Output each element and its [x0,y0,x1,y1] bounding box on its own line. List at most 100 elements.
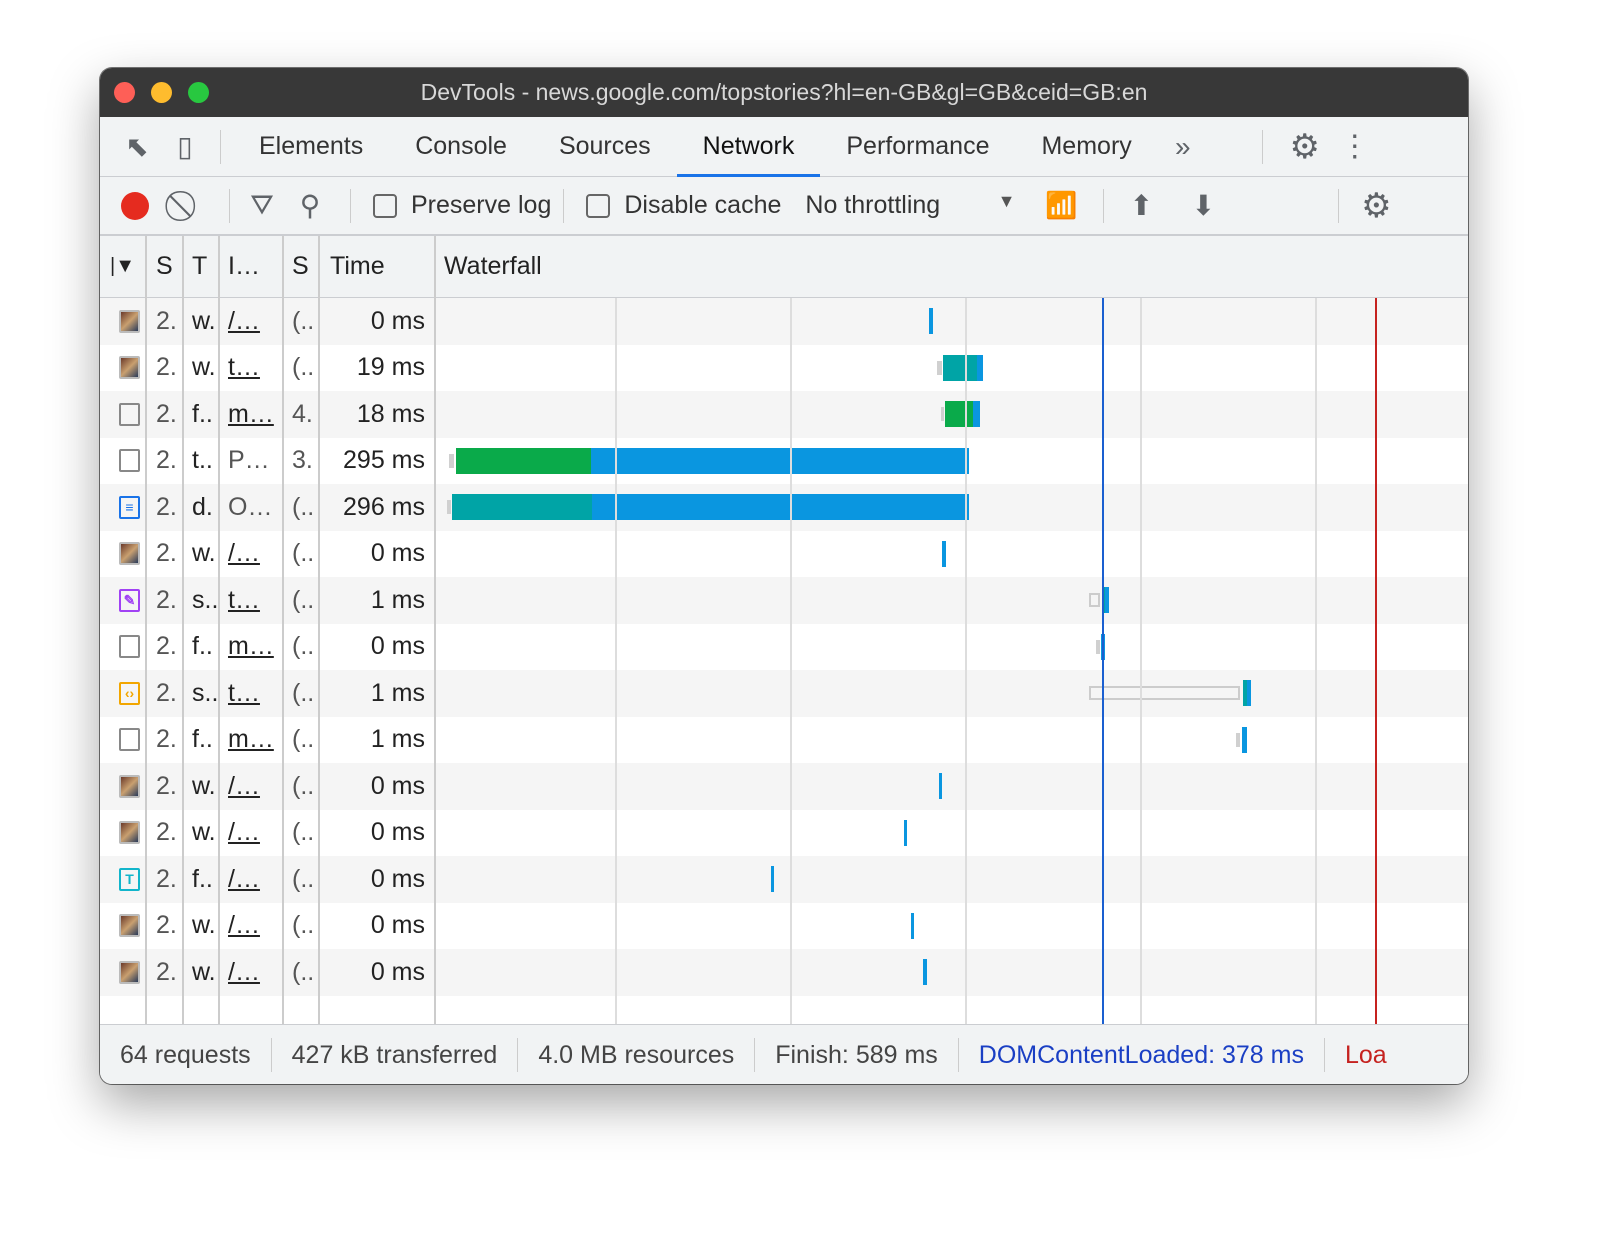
cell-initiator[interactable]: t… [228,678,260,707]
cell-time: 1 ms [370,678,425,707]
cell-time: 1 ms [370,585,425,614]
cell-status: 2. [156,771,177,800]
table-row[interactable]: 2. w. /… (.. 0 ms [100,903,435,950]
table-row[interactable]: 2. w. /… (.. 0 ms [100,531,435,578]
cell-status: 2. [156,818,177,847]
load-time: Loa [1344,1040,1387,1069]
cell-initiator[interactable]: /… [228,957,260,986]
tab-elements[interactable]: Elements [259,131,364,160]
table-row[interactable]: 2. f.. m… (.. 0 ms [100,624,435,671]
waterfall-bar-blue [1241,726,1247,753]
table-row[interactable]: 2. f.. m… 4. 18 ms [100,391,435,438]
close-button[interactable] [114,82,135,103]
waterfall-bar-teal [452,494,593,520]
waterfall-bar-blue [903,819,908,846]
column-divider[interactable] [145,236,147,1024]
tab-network[interactable]: Network [676,117,821,177]
cell-initiator[interactable]: t… [228,585,260,614]
export-har-icon[interactable]: ⬇ [1191,190,1216,221]
waterfall-gridline [1140,298,1142,1024]
cell-time: 18 ms [356,399,425,428]
preserve-log-checkbox[interactable]: Preserve log [373,191,551,220]
more-tabs-icon[interactable]: » [1174,130,1191,162]
table-row[interactable]: 2. w. t… (.. 19 ms [100,345,435,392]
cell-type: f.. [192,632,213,661]
cell-time: 295 ms [343,446,425,475]
column-divider[interactable] [182,236,184,1024]
more-options-icon[interactable]: ⋮ [1339,130,1370,163]
waterfall-row [435,298,1468,345]
cell-initiator[interactable]: m… [228,399,274,428]
header-waterfall[interactable]: Waterfall [444,252,542,280]
table-row[interactable]: ‹› 2. s.. t… (.. 1 ms [100,670,435,717]
column-divider[interactable] [282,236,284,1024]
search-icon[interactable]: ⚲ [299,190,321,221]
cell-size: (.. [292,539,315,568]
maximize-button[interactable] [188,82,209,103]
cell-type: w. [192,539,216,568]
waterfall-row [435,531,1468,578]
cell-initiator[interactable]: /… [228,911,260,940]
cell-time: 0 ms [370,957,425,986]
cell-time: 0 ms [370,306,425,335]
column-divider[interactable] [434,236,436,1024]
tab-performance[interactable]: Performance [846,131,990,160]
waterfall-bar-teal [943,354,978,381]
cell-initiator[interactable]: /… [228,771,260,800]
cell-initiator[interactable]: /… [228,864,260,893]
cell-size: (.. [292,353,315,382]
cell-initiator[interactable]: m… [228,725,274,754]
window-title: DevTools - news.google.com/topstories?hl… [420,79,1148,105]
cell-status: 2. [156,446,177,475]
sort-arrow-icon[interactable]: |▼ [110,255,135,277]
header-initiator[interactable]: I… [228,252,260,280]
import-har-icon[interactable]: ⬆ [1129,190,1154,221]
settings-gear-icon[interactable]: ⚙ [1289,127,1321,166]
cell-initiator[interactable]: /… [228,539,260,568]
clear-icon[interactable]: ⃠ [157,189,217,223]
device-toolbar-icon[interactable]: ▯ [177,131,193,162]
cell-type: s.. [192,585,219,614]
table-row[interactable]: 2. w. /… (.. 0 ms [100,298,435,345]
header-status[interactable]: S [156,252,173,280]
disable-cache-checkbox[interactable]: Disable cache [586,191,781,220]
table-row[interactable]: 2. w. /… (.. 0 ms [100,763,435,810]
cell-initiator[interactable]: t… [228,353,260,382]
cell-initiator[interactable]: /… [228,818,260,847]
waterfall-row [435,949,1468,996]
header-size[interactable]: S [292,252,309,280]
throttling-select[interactable]: No throttling ▼ [805,191,1016,219]
header-time[interactable]: Time [330,252,385,280]
cell-initiator[interactable]: m… [228,632,274,661]
column-divider[interactable] [318,236,320,1024]
cell-size: (.. [292,678,315,707]
table-row[interactable]: 2. f.. m… (.. 1 ms [100,717,435,764]
table-row[interactable]: 2. w. /… (.. 0 ms [100,810,435,857]
minimize-button[interactable] [151,82,172,103]
header-type[interactable]: T [192,252,208,280]
tab-sources[interactable]: Sources [558,131,651,160]
filter-icon[interactable]: ⛛ [250,189,274,220]
cell-type: w. [192,957,216,986]
table-row[interactable]: ✎ 2. s.. t… (.. 1 ms [100,577,435,624]
cell-initiator[interactable]: /… [228,306,260,335]
cell-status: 2. [156,585,177,614]
dropdown-arrow-icon: ▼ [997,191,1016,211]
network-settings-icon[interactable]: ⚙ [1361,186,1392,225]
cell-time: 296 ms [343,492,425,521]
tab-memory[interactable]: Memory [1041,131,1132,160]
column-divider[interactable] [218,236,220,1024]
waterfall-bar-blue [592,494,969,520]
inspect-element-icon[interactable]: ⬉ [125,131,149,162]
waterfall-bar-gray [1096,639,1100,654]
table-row[interactable]: T 2. f.. /… (.. 0 ms [100,856,435,903]
blank-file-icon [119,402,140,426]
document-file-icon: ≡ [119,495,140,519]
table-row[interactable]: 2. t.. P… 3. 295 ms [100,438,435,485]
table-row[interactable]: ≡ 2. d. O… (.. 296 ms [100,484,435,531]
table-row[interactable]: 2. w. /… (.. 0 ms [100,949,435,996]
tab-console[interactable]: Console [415,131,507,160]
network-conditions-icon[interactable]: 📶 [1045,190,1078,220]
record-icon[interactable] [121,191,149,220]
image-file-icon [119,356,140,380]
